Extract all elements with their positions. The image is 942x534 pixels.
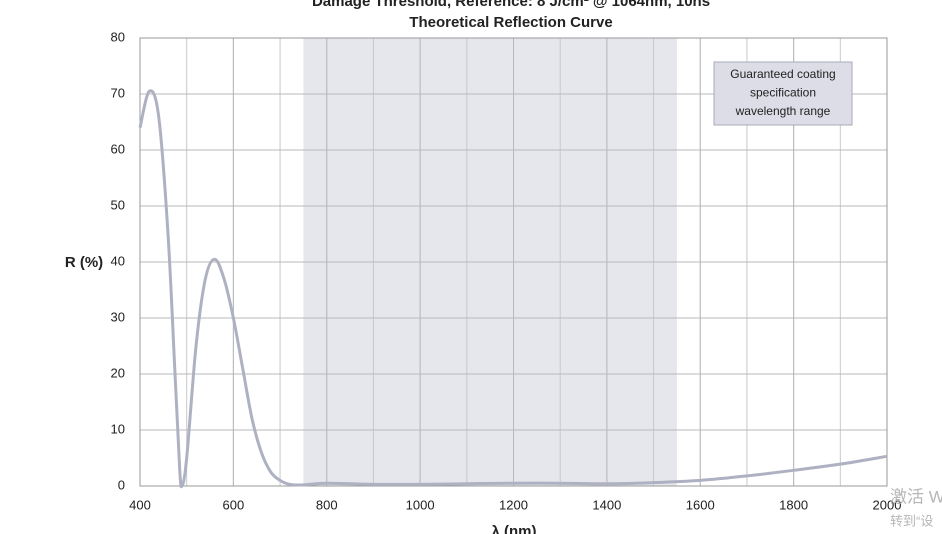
- x-tick-label: 800: [316, 497, 338, 512]
- annotation-text: specification: [750, 86, 816, 100]
- y-tick-label: 20: [111, 365, 125, 380]
- x-axis-label: λ (nm): [492, 523, 537, 534]
- plot-frame: [139, 37, 888, 487]
- y-tick-label: 0: [118, 477, 125, 492]
- x-tick-label: 1400: [592, 497, 621, 512]
- y-tick-label: 40: [111, 253, 125, 268]
- x-tick-label: 1200: [499, 497, 528, 512]
- y-axis-label: R (%): [65, 254, 103, 271]
- annotation-box: [713, 61, 853, 126]
- chart-title: Theoretical Reflection Curve: [409, 14, 612, 31]
- y-tick-label: 70: [111, 85, 125, 100]
- y-tick-label: 80: [111, 29, 125, 44]
- header-text: Damage Threshold, Reference: 8 J/cm² @ 1…: [312, 0, 710, 10]
- watermark: 转到“设: [890, 513, 933, 528]
- y-tick-label: 10: [111, 421, 125, 436]
- y-tick-label: 30: [111, 309, 125, 324]
- x-tick-label: 400: [129, 497, 151, 512]
- y-tick-label: 50: [111, 197, 125, 212]
- watermark: 激活 W: [890, 487, 942, 506]
- annotation-text: Guaranteed coating: [730, 67, 835, 81]
- curve: [138, 89, 888, 489]
- annotation-text: wavelength range: [735, 104, 831, 118]
- x-tick-label: 1600: [686, 497, 715, 512]
- x-tick-label: 2000: [873, 497, 902, 512]
- x-tick-label: 600: [223, 497, 245, 512]
- x-tick-label: 1800: [779, 497, 808, 512]
- x-tick-label: 1000: [406, 497, 435, 512]
- y-tick-label: 60: [111, 141, 125, 156]
